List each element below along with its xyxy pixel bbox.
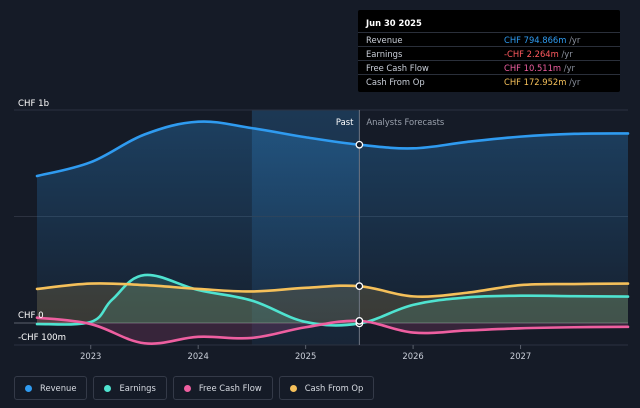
legend-cash-from-op[interactable]: Cash From Op <box>278 376 375 400</box>
tooltip-value: CHF 794.866m /yr <box>504 35 581 45</box>
legend-earnings[interactable]: Earnings <box>93 376 167 400</box>
hover-marker <box>355 140 364 149</box>
series-area-cash-from-op <box>37 283 628 323</box>
y-label-bottom: -CHF 100m <box>18 333 66 343</box>
tooltip-label: Free Cash Flow <box>366 63 429 73</box>
hover-marker <box>355 317 364 325</box>
tooltip-row-fcf: Free Cash Flow CHF 10.511m /yr <box>358 60 620 75</box>
series-lines <box>35 120 630 345</box>
tooltip-value: CHF 10.511m /yr <box>504 63 575 73</box>
x-tick-label: 2025 <box>295 351 316 361</box>
legend: Revenue Earnings Free Cash Flow Cash Fro… <box>14 376 375 400</box>
legend-label: Cash From Op <box>304 383 364 393</box>
series-area-free-cash-flow <box>37 317 628 344</box>
tooltip-value: -CHF 2.264m /yr <box>504 49 573 59</box>
legend-dot <box>289 384 297 392</box>
x-tick-label: 2026 <box>402 351 423 361</box>
legend-label: Earnings <box>119 383 156 393</box>
past-label: Past <box>336 117 354 127</box>
y-label-zero: CHF 0 <box>18 311 44 321</box>
series-areas <box>37 121 628 344</box>
y-label-top: CHF 1b <box>18 99 49 109</box>
hover-marker <box>355 282 364 291</box>
tooltip-row-earnings: Earnings -CHF 2.264m /yr <box>358 46 620 61</box>
series-area-revenue <box>37 121 628 323</box>
legend-label: Free Cash Flow <box>198 383 262 393</box>
tooltip-row-revenue: Revenue CHF 794.866m /yr <box>358 32 620 47</box>
legend-dot <box>104 384 112 392</box>
legend-label: Revenue <box>40 383 77 393</box>
legend-free-cash-flow[interactable]: Free Cash Flow <box>172 376 273 400</box>
tooltip-row-cfo: Cash From Op CHF 172.952m /yr <box>358 74 620 89</box>
legend-revenue[interactable]: Revenue <box>14 376 88 400</box>
series-line-cash-from-op <box>35 282 630 298</box>
tooltip-label: Revenue <box>366 35 403 45</box>
legend-dot <box>183 384 191 392</box>
series-line-free-cash-flow <box>35 316 630 345</box>
tooltip-value: CHF 172.952m /yr <box>504 77 581 87</box>
legend-dot <box>25 384 32 392</box>
series-line-earnings <box>35 273 630 327</box>
forecast-label: Analysts Forecasts <box>366 117 444 127</box>
tooltip-date: Jun 30 2025 <box>366 18 422 28</box>
hover-markers <box>355 140 364 328</box>
x-axis-ticks: 2023 2024 2025 2026 2027 <box>80 345 531 361</box>
tooltip-label: Cash From Op <box>366 77 425 87</box>
tooltip: Jun 30 2025 Revenue CHF 794.866m /yr Ear… <box>358 10 620 92</box>
tooltip-label: Earnings <box>366 49 403 59</box>
x-tick-label: 2024 <box>188 351 209 361</box>
series-line-revenue <box>35 120 630 178</box>
x-tick-label: 2027 <box>510 351 531 361</box>
x-tick-label: 2023 <box>80 351 101 361</box>
